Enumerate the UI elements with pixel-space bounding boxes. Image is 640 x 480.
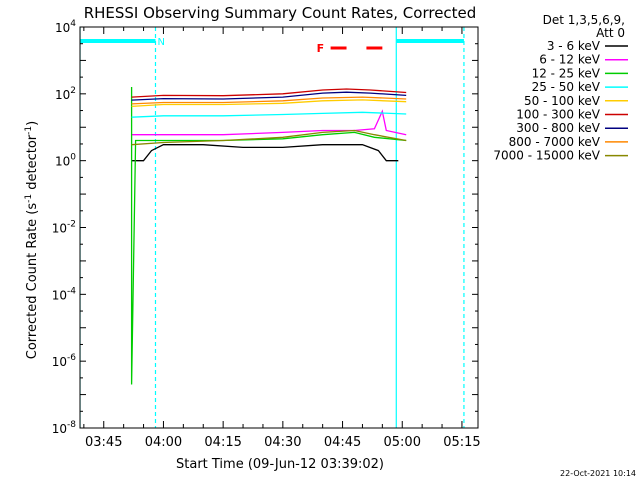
x-tick-label: 05:00: [384, 435, 421, 450]
x-axis-label: Start Time (09-Jun-12 03:39:02): [176, 457, 384, 472]
legend-entry-label: 3 - 6 keV: [547, 39, 601, 53]
x-tick-label: 04:15: [204, 435, 241, 450]
footer-date: 22-Oct-2021 10:14: [560, 469, 636, 478]
x-tick-label: 03:45: [85, 435, 122, 450]
plot-frame: [79, 26, 479, 429]
legend-entry-label: 800 - 7000 keV: [509, 135, 601, 149]
series-line: [131, 88, 407, 98]
y-tick-label: 10-8: [52, 420, 77, 436]
y-tick-label: 102: [55, 86, 76, 102]
series-group: [80, 27, 465, 428]
flare-marker-label: F: [317, 42, 325, 55]
series-line: [131, 129, 407, 146]
legend-entry-label: 300 - 800 keV: [516, 121, 600, 135]
y-tick-label: 10-4: [52, 286, 77, 302]
legend-entry-label: 12 - 25 keV: [532, 66, 601, 80]
y-tick-label: 100: [55, 153, 76, 169]
y-tick-label: 10-6: [52, 353, 77, 369]
legend-entry-label: 100 - 300 keV: [516, 108, 600, 122]
x-tick-label: 04:30: [264, 435, 301, 450]
legend-header: Det 1,3,5,6,9,: [543, 13, 625, 27]
series-line: [131, 109, 407, 136]
series-line: [130, 87, 407, 385]
legend-entry-label: 50 - 100 keV: [524, 94, 601, 108]
series-line: [131, 111, 407, 118]
y-tick-label: 104: [55, 19, 76, 35]
y-tick-label: 10-2: [52, 220, 76, 236]
axes: 10-8 10-6 10-4 10-2 100 102 104 03:45 04:00 04:15…: [52, 19, 481, 450]
chart-title: RHESSI Observing Summary Count Rates, Co…: [84, 4, 477, 22]
legend-entry-label: 7000 - 15000 keV: [493, 149, 600, 163]
legend-entry-label: 25 - 50 keV: [532, 80, 601, 94]
legend-entry-label: 6 - 12 keV: [539, 53, 601, 67]
attenuator-label: N: [157, 37, 164, 48]
x-tick-label: 04:00: [145, 435, 182, 450]
series-line: [131, 99, 407, 108]
x-tick-label: 05:15: [443, 435, 480, 450]
legend-header: Att 0: [596, 26, 625, 40]
series-line: [131, 91, 407, 101]
series-line: [131, 144, 399, 162]
x-tick-label: 04:45: [324, 435, 361, 450]
y-axis-label: Corrected Count Rate (s-1 detector-1): [24, 121, 40, 359]
series-line: [131, 96, 407, 105]
